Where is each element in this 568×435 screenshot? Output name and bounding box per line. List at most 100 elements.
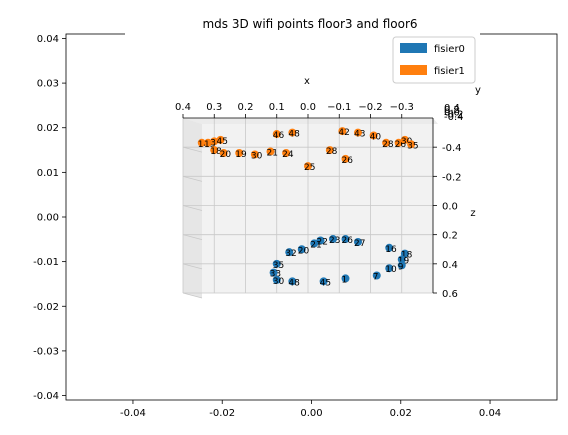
scatter-point-fisier1 [325,146,334,155]
point-label: 26 [342,156,354,166]
axes3d-grid-line [182,263,203,270]
legend: fisier0 fisier1 [392,36,476,84]
point-label: 14 [198,140,210,150]
axes3d-y-label: y [475,85,481,96]
axes3d-x-tick-label: 0.2 [238,102,254,113]
scatter-point-fisier1 [338,127,347,136]
point-label: 26 [395,140,407,150]
point-label: 9 [398,262,404,272]
point-label: 42 [338,128,349,138]
outer-y-tick-label: -0.04 [33,391,59,402]
point-label: 28 [382,140,394,150]
point-label: 21 [310,240,321,250]
axes3d-z-tick-label: -0.4 [442,143,462,154]
point-label: 30 [251,151,263,161]
scatter-point-fisier1 [304,162,312,171]
point-label: 3 [210,138,216,148]
axes3d-grid-line [182,205,203,211]
point-label: 45 [217,137,228,147]
scatter-point-fisier0 [329,235,337,244]
point-label: 18 [210,147,222,157]
outer-y-tick-label: -0.02 [33,302,59,313]
axes3d-grid-line [182,292,203,299]
outer-y-tick-label: 0.04 [37,34,59,45]
point-label: 26 [342,236,354,246]
scatter-point-fisier0 [385,243,394,252]
axes3d-y-tick-label: 0.2 [444,105,460,116]
point-label: 21 [267,149,278,159]
axes3d-y-tick-label: -0.2 [444,110,464,121]
point-label: 13 [204,140,215,150]
axes3d-x-tick-label: −0.3 [390,102,414,113]
outer-x-tick-label: 0.04 [479,408,501,419]
scatter-point-fisier0 [319,277,328,286]
scatter-point-fisier1 [216,135,225,144]
scatter-point-fisier1 [400,135,409,144]
scatter-point-fisier0 [285,248,294,257]
axes3d-y-tick-label: 0.4 [444,103,460,114]
point-label: 30 [273,277,285,287]
axes3d-y-axis: y 0.40.20.0-0.2-0.4 [444,85,481,123]
axes3d-z-tick-label: 0.2 [442,231,458,242]
point-label: 19 [235,150,247,160]
outer-x-tick-label: 0.00 [300,408,322,419]
scatter-point-fisier1 [235,149,244,157]
scatter-point-fisier0 [397,261,406,270]
scatter-point-fisier1 [210,137,219,146]
scatter-point-fisier0 [341,274,350,283]
scatter-point-fisier0 [316,236,325,245]
point-label: 32 [285,249,296,259]
scatter-point-fisier1 [288,128,297,137]
chart-title: mds 3D wifi points floor3 and floor6 [202,17,417,31]
scatter-point-fisier1 [204,138,212,147]
scatter-point-fisier0 [272,259,281,268]
scatter-point-fisier1 [266,147,275,156]
axes3d-z-tick-label: 0.6 [442,289,458,300]
scatter-point-fisier0 [297,245,306,254]
point-label: 23 [329,236,340,246]
outer-y-tick-label: 0.00 [37,213,59,224]
axes3d-x-tick-label: 0.4 [175,102,191,113]
scatter-point-fisier0 [310,239,319,248]
outer-y-tick-label: 0.02 [37,123,59,134]
scatter-point-fisier1 [394,138,403,147]
legend-label-fisier0: fisier0 [434,44,465,55]
point-label: 35 [407,141,418,151]
outer-y-tick-label: -0.01 [33,257,59,268]
axes3d-z-axis: z -0.4 -0.2 0.0 0.2 0.4 0.6 [433,143,476,300]
scatter-point-fisier1 [210,146,219,155]
axes3d-grid-line [182,234,203,241]
point-label: 27 [354,239,365,249]
scatter-point-fisier1 [382,138,391,147]
point-label: 16 [385,245,397,255]
outer-x-tick-label: -0.04 [120,408,146,419]
scatter-point-fisier1 [219,149,228,157]
scatter-point-fisier1 [197,138,206,147]
axes3d-grid-line [182,175,203,182]
point-label: 25 [304,163,315,173]
point-label: 45 [320,278,331,288]
point-label: 30 [401,137,413,147]
scatter-point-fisier0 [272,275,281,284]
axes3d-y-tick-label: 0.0 [444,107,460,118]
axes3d-x-tick-label: 0.3 [206,102,222,113]
axes3d-background [125,30,480,50]
point-label: 28 [326,147,338,157]
scatter-point-fisier1 [250,150,259,159]
scatter-point-fisier0 [269,268,278,277]
scatter-point-fisier0 [354,237,362,246]
point-label: 35 [273,261,284,271]
legend-label-fisier1: fisier1 [434,66,465,77]
point-label: 48 [288,278,300,288]
axes3d-x-label: x [304,76,310,87]
axes3d-x-tick-label: −0.2 [358,102,382,113]
scatter-point-fisier1 [341,154,350,163]
axes3d-z-label: z [470,208,475,219]
axes3d-x-tick-label: 0.0 [300,102,316,113]
point-label: 40 [370,133,382,143]
axes3d-z-tick-label: 0.4 [442,260,458,271]
outer-y-tick-label: 0.01 [37,168,59,179]
outer-y-tick-label: 0.03 [37,79,59,90]
point-label: 24 [282,150,294,160]
